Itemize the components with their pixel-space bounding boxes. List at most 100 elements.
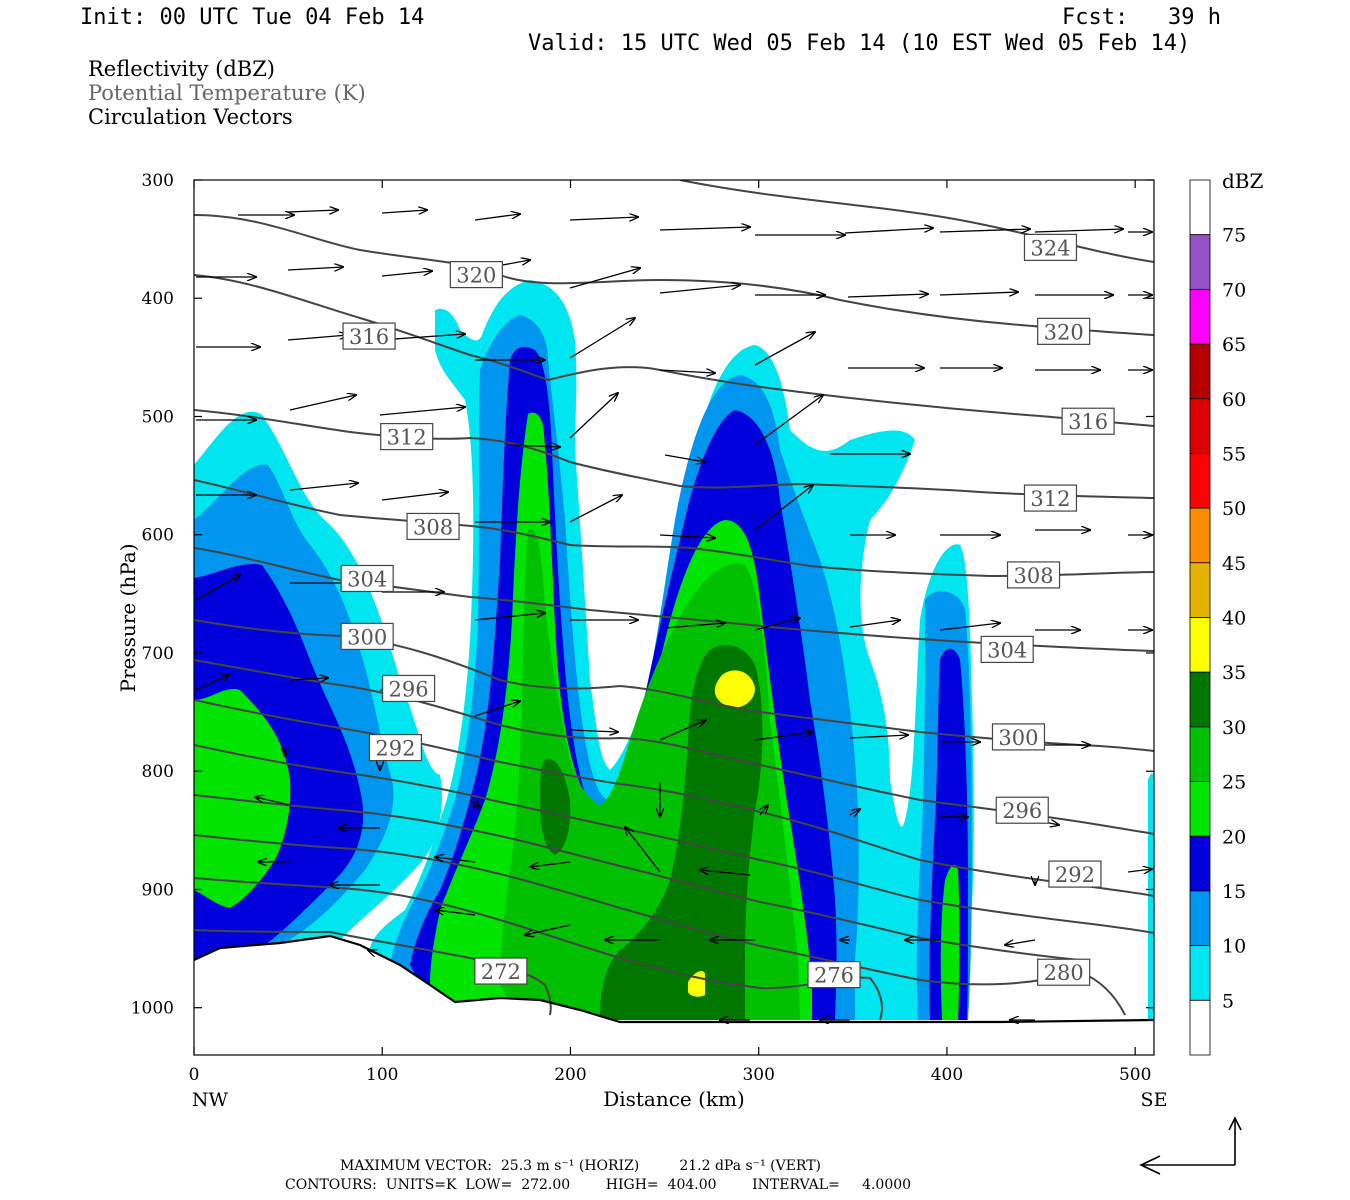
svg-text:296: 296 <box>389 677 429 701</box>
theta-label: 280 <box>1037 958 1091 986</box>
svg-text:272: 272 <box>481 960 521 984</box>
circulation-vector <box>435 910 476 916</box>
y-axis: 300 400 500 600 700 800 900 1000 <box>131 171 1154 1019</box>
theta-292 <box>194 699 1154 897</box>
circulation-vector <box>381 492 448 501</box>
colorbar-label: 15 <box>1222 881 1246 903</box>
circulation-vector <box>569 495 622 523</box>
theta-label: 316 <box>1061 407 1115 435</box>
title-circulation-vectors: Circulation Vectors <box>88 105 293 129</box>
circulation-vector <box>625 827 661 873</box>
y-tick-label: 700 <box>142 644 174 664</box>
colorbar-swatch <box>1189 288 1211 345</box>
circulation-vector <box>844 228 933 234</box>
contour-labels: 324 320 320 316 316 312 312 308 308 304 304 300 300 2… <box>340 233 1115 989</box>
refl-edge-5 <box>1148 773 1154 1020</box>
circulation-vector <box>474 613 545 621</box>
y-tick-label: 1000 <box>131 999 174 1019</box>
circulation-vector <box>659 720 706 741</box>
y-tick-label: 600 <box>142 526 174 546</box>
svg-text:308: 308 <box>1013 564 1053 588</box>
title-reflectivity: Reflectivity (dBZ) <box>88 57 276 81</box>
theta-label: 276 <box>807 960 861 989</box>
y-tick-label: 300 <box>142 171 174 191</box>
circulation-vector <box>700 870 751 876</box>
colorbar-swatch <box>1189 398 1211 454</box>
svg-text:292: 292 <box>375 737 415 761</box>
colorbar-label: 60 <box>1222 389 1246 411</box>
y-tick-label: 800 <box>142 762 174 782</box>
circulation-vector <box>569 730 618 732</box>
theta-284 <box>194 794 1081 961</box>
x-tick-label: 300 <box>742 1065 774 1085</box>
terrain-mask <box>194 936 1154 1055</box>
theta-272 <box>194 929 552 1016</box>
theta-label: 320 <box>1037 317 1091 345</box>
theta-label: 316 <box>342 322 396 350</box>
theta-label: 272 <box>474 957 528 985</box>
circulation-vector <box>754 618 800 631</box>
svg-text:320: 320 <box>1044 320 1084 344</box>
y-tick-label: 400 <box>142 289 174 309</box>
circulation-vector <box>754 395 823 446</box>
theta-label: 300 <box>340 622 394 651</box>
svg-text:296: 296 <box>1002 799 1042 823</box>
circulation-vector <box>659 535 715 538</box>
colorbar-label: 50 <box>1222 498 1246 520</box>
theta-label: 324 <box>1023 233 1078 261</box>
circulation-vector <box>754 485 813 531</box>
footer-max-vector: MAXIMUM VECTOR: 25.3 m s⁻¹ (HORIZ) 21.2 … <box>340 1158 822 1174</box>
theta-324 <box>679 180 1154 263</box>
x-tick-label: 100 <box>366 1065 398 1085</box>
theta-label: 320 <box>449 260 503 289</box>
circulation-vector <box>525 924 571 935</box>
circulation-vector <box>289 395 356 411</box>
theta-label: 312 <box>1023 484 1078 512</box>
circulation-vector <box>569 268 640 289</box>
colorbar: 5 10 15 20 25 30 35 40 45 50 55 60 65 70 75 <box>1189 179 1246 1056</box>
y-tick-label: 900 <box>142 880 174 900</box>
reference-vector <box>1139 1116 1242 1175</box>
circulation-vector <box>847 294 928 297</box>
circulation-vector <box>939 229 1030 232</box>
circulation-vector <box>195 575 240 601</box>
colorbar-label: 55 <box>1222 443 1246 465</box>
colorbar-title: dBZ <box>1222 169 1264 193</box>
colorbar-swatch <box>1189 453 1211 509</box>
title-potential-temperature: Potential Temperature (K) <box>88 81 366 105</box>
colorbar-swatch <box>1189 671 1211 728</box>
circulation-vector <box>1034 229 1123 232</box>
footer-contours: CONTOURS: UNITS=K LOW= 272.00 HIGH= 404.… <box>285 1177 912 1193</box>
theta-280 <box>194 834 1126 1016</box>
colorbar-label: 45 <box>1222 553 1246 575</box>
circulation-vector <box>381 271 432 277</box>
circulation-vector <box>289 678 328 680</box>
theta-316 <box>194 274 1154 427</box>
colorbar-swatch <box>1189 179 1211 236</box>
x-tick-label: 400 <box>931 1065 963 1085</box>
colorbar-swatch <box>1189 999 1211 1056</box>
colorbar-swatch <box>1189 781 1211 837</box>
terrain-line <box>193 934 1155 1024</box>
circulation-vector <box>664 623 725 629</box>
circulation-vector <box>664 454 705 462</box>
circulation-vector <box>754 732 813 741</box>
circulation-vector <box>569 217 638 220</box>
theta-288 <box>194 744 1154 934</box>
theta-label: 308 <box>1006 561 1061 589</box>
colorbar-label: 75 <box>1222 225 1246 247</box>
circulation-vector <box>659 370 715 373</box>
svg-text:320: 320 <box>456 264 496 288</box>
theta-312 <box>194 409 1154 499</box>
circulation-vector <box>435 857 476 863</box>
circulation-vector <box>474 214 520 221</box>
theta-label: 308 <box>406 512 460 541</box>
circulation-vector <box>569 318 635 359</box>
colorbar-label: 35 <box>1222 662 1246 684</box>
x-tick-label: 0 <box>189 1065 200 1085</box>
circulation-vector <box>509 445 560 447</box>
circulation-vector <box>287 335 348 341</box>
svg-text:312: 312 <box>1030 487 1070 511</box>
x-tick-label: 500 <box>1119 1065 1151 1085</box>
